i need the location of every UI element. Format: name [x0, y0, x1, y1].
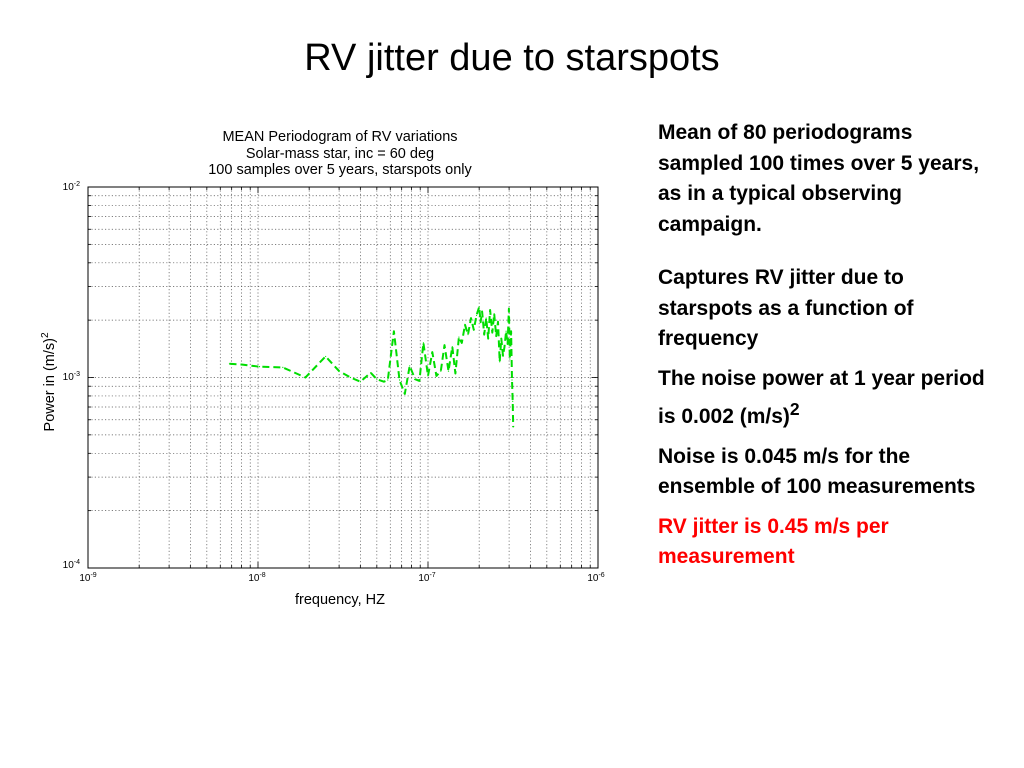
data-point [458, 336, 460, 338]
data-point [393, 330, 395, 332]
plot-frame [87, 186, 599, 569]
note-noise-power: The noise power at 1 year period is 0.00… [658, 366, 985, 429]
data-point [500, 338, 502, 340]
data-point [228, 363, 231, 365]
data-point [503, 346, 506, 348]
data-point [304, 376, 306, 379]
data-point [499, 361, 501, 363]
x-tick-label: 10-7 [418, 572, 436, 584]
data-point [359, 381, 361, 383]
data-point [497, 321, 499, 323]
chart-title-line-1: MEAN Periodogram of RV variations [222, 129, 458, 145]
data-point [512, 426, 514, 428]
data-point [451, 346, 453, 348]
data-point [349, 376, 352, 379]
data-point [370, 372, 372, 374]
data-point [483, 333, 485, 336]
data-point [404, 393, 406, 395]
data-point [507, 343, 509, 345]
data-point [282, 366, 284, 368]
y-tick-label: 10-3 [62, 371, 80, 383]
x-tick-label: 10-8 [248, 572, 266, 584]
data-point [258, 366, 261, 368]
data-point [470, 317, 472, 319]
data-point [418, 380, 420, 382]
data-point [461, 342, 463, 344]
chart-title-line-3: 100 samples over 5 years, starspots only [208, 162, 472, 179]
data-point [481, 310, 483, 313]
data-point [387, 379, 389, 381]
data-point [511, 379, 513, 381]
data-point [325, 355, 327, 358]
data-point [409, 365, 411, 367]
data-point [489, 309, 491, 311]
data-point [478, 306, 480, 308]
x-axis-label: frequency, HZ [295, 592, 385, 608]
chart-title: MEAN Periodogram of RV variations Solar-… [140, 129, 540, 179]
data-point [414, 378, 416, 380]
data-point [443, 344, 446, 346]
data-point [509, 358, 511, 360]
note-campaign: Mean of 80 periodograms sampled 100 time… [658, 121, 980, 236]
data-point [383, 381, 385, 383]
chart-grid [87, 186, 599, 569]
data-point [338, 370, 340, 372]
data-point [475, 314, 478, 316]
data-point [240, 363, 243, 366]
data-point [473, 329, 475, 331]
data-point [510, 330, 512, 332]
chart-series-layer [228, 305, 515, 428]
y-tick-label: 10-2 [62, 181, 80, 193]
data-point [376, 378, 378, 380]
data-point [398, 379, 401, 381]
data-point [467, 333, 469, 336]
data-point [493, 313, 495, 315]
note-jitter-capture: Captures RV jitter due to starspots as a… [658, 266, 914, 350]
note-noise-ensemble: Noise is 0.045 m/s for the ensemble of 1… [658, 444, 976, 499]
data-point [487, 338, 489, 340]
data-point [491, 332, 493, 334]
data-point [422, 342, 425, 344]
data-point [454, 372, 457, 375]
data-point [512, 400, 514, 402]
data-point [480, 321, 482, 323]
data-point [431, 351, 433, 353]
y-tick-label: 10-4 [62, 559, 80, 571]
slide-title: RV jitter due to starspots [304, 37, 720, 79]
data-point [508, 307, 510, 310]
note-rv-jitter: RV jitter is 0.45 m/s per measurement [658, 514, 889, 569]
data-point [427, 375, 429, 377]
data-point [505, 330, 507, 332]
data-point [464, 324, 466, 326]
data-point [502, 355, 504, 357]
notes-panel: Mean of 80 periodograms sampled 100 time… [658, 118, 988, 582]
chart-title-line-2: Solar-mass star, inc = 60 deg [245, 145, 435, 162]
data-point [440, 370, 442, 372]
data-point [447, 370, 450, 372]
data-point [435, 375, 437, 377]
x-tick-label: 10-9 [79, 572, 97, 584]
data-point [495, 335, 497, 337]
x-tick-label: 10-6 [587, 572, 605, 584]
series-line-0 [229, 305, 515, 428]
data-point [485, 317, 487, 319]
